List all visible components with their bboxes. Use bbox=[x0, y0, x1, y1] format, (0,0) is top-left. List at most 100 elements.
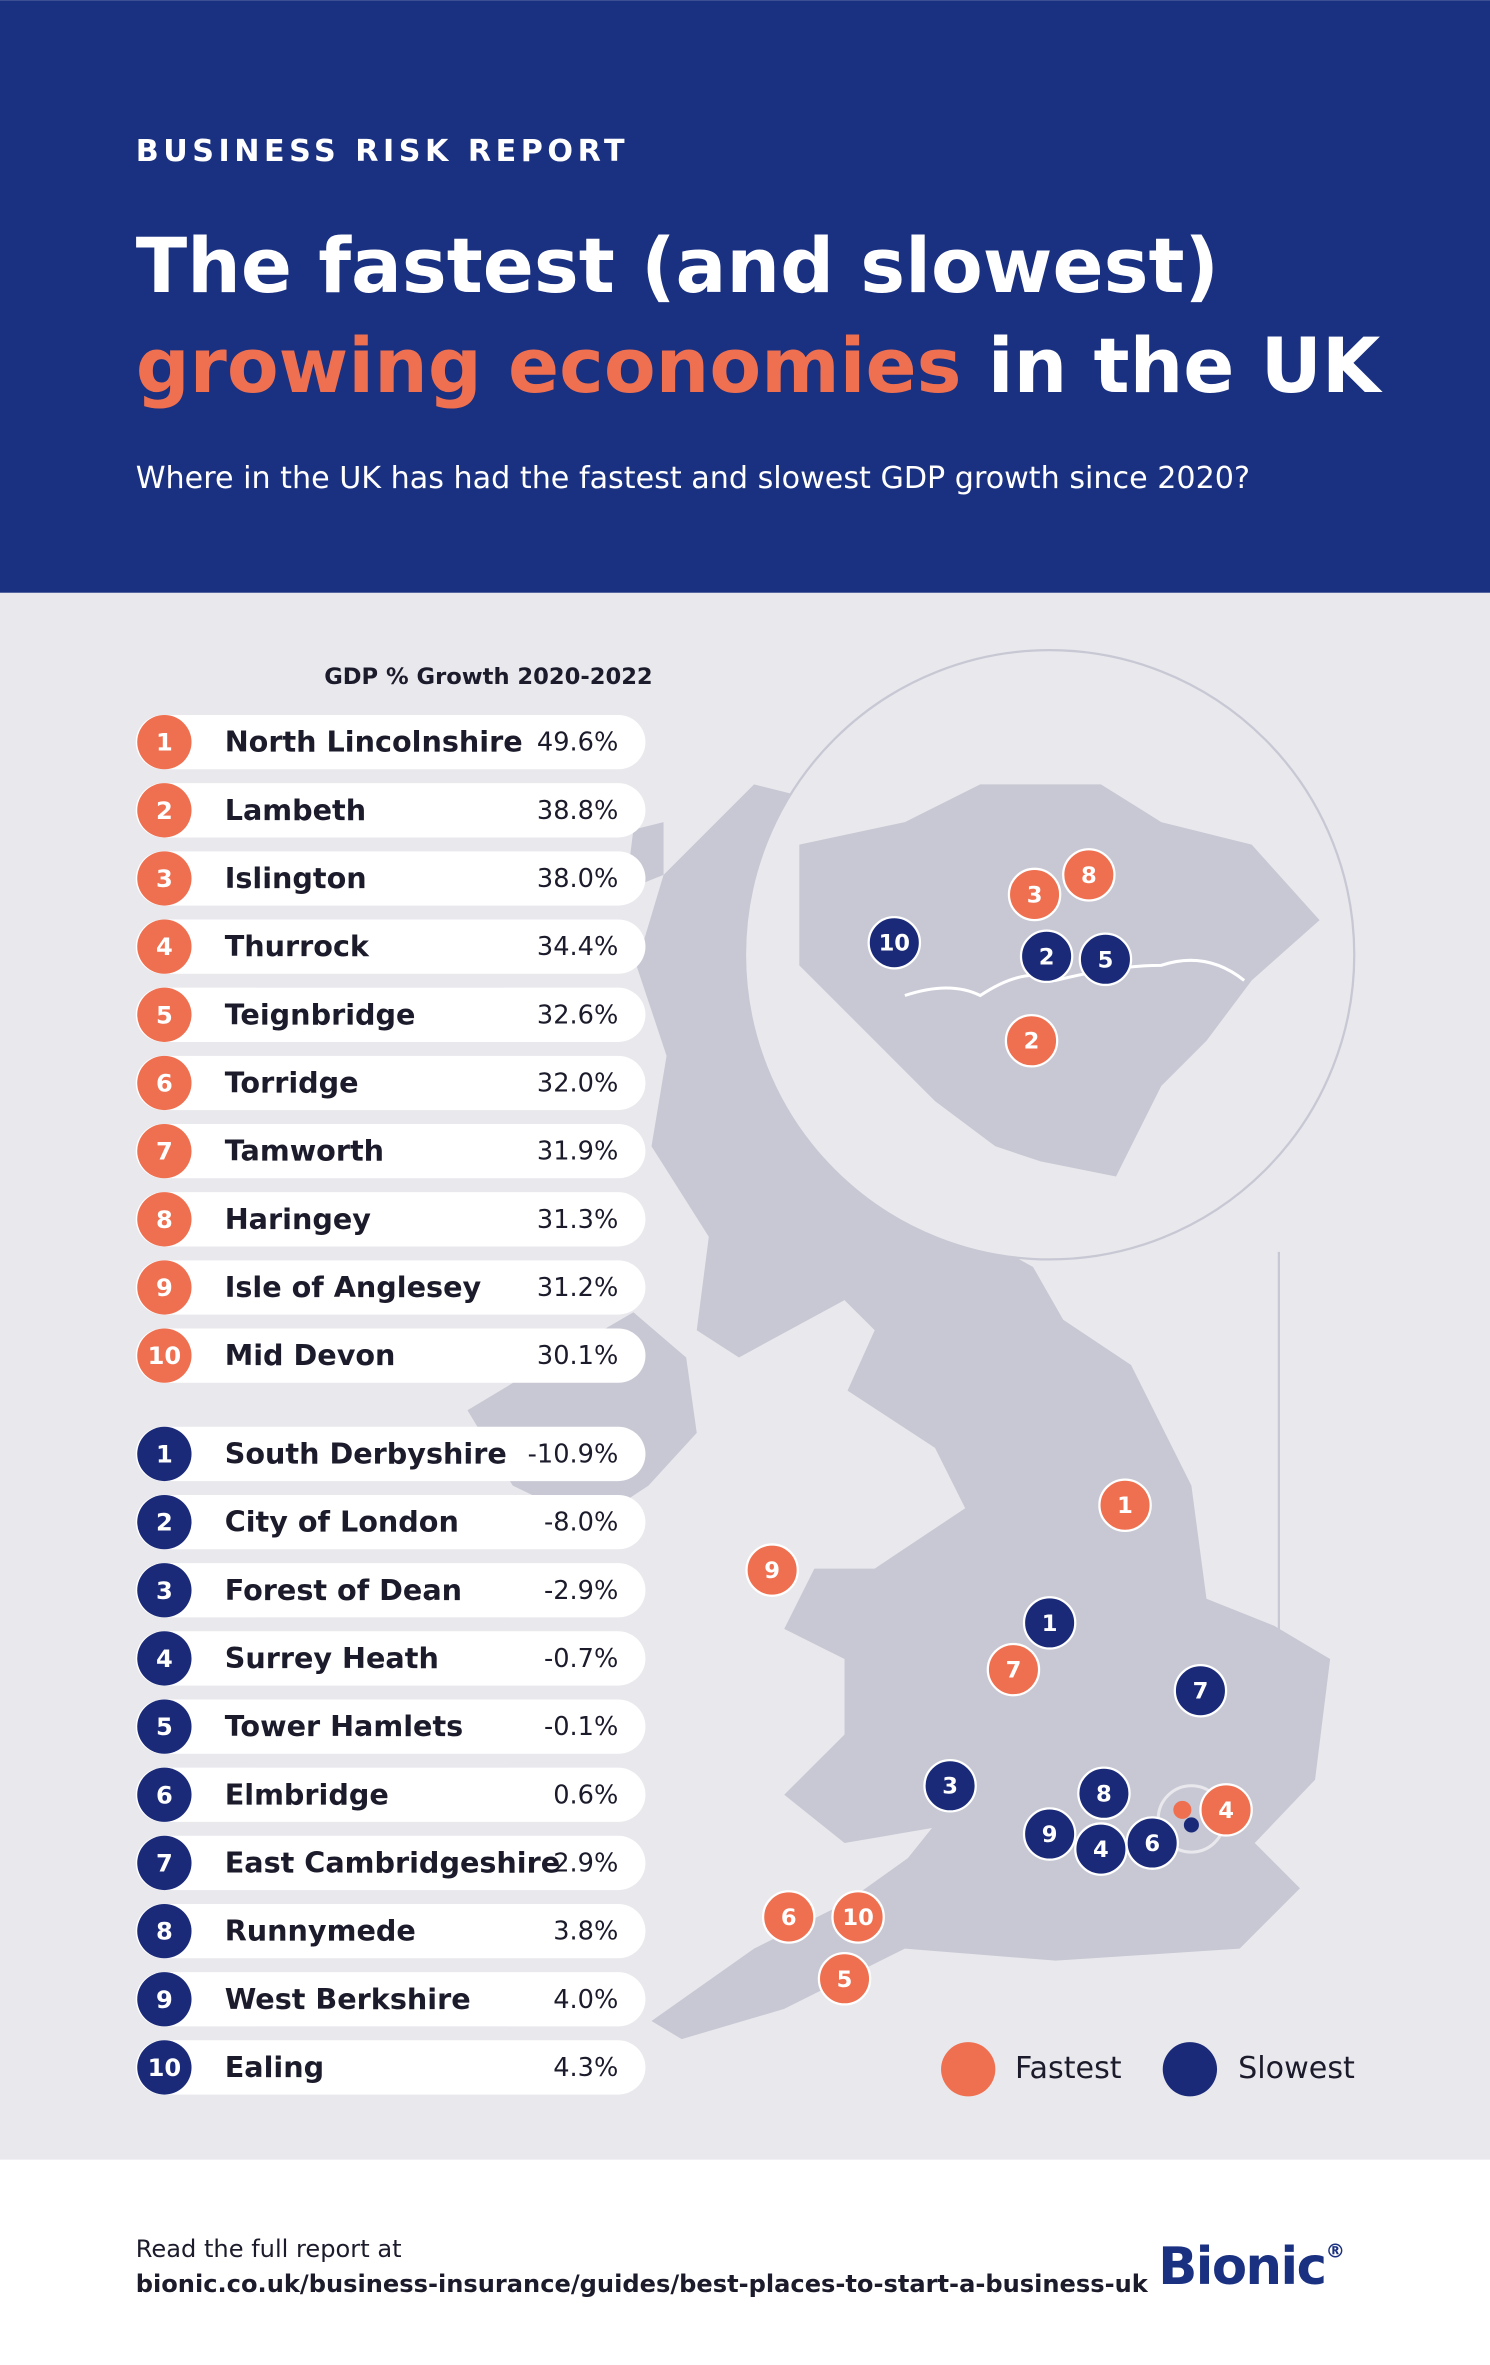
rank-badge bbox=[137, 851, 192, 906]
london-dot bbox=[1183, 1817, 1199, 1833]
rank-number: 8 bbox=[156, 1918, 173, 1946]
map-marker bbox=[1007, 867, 1062, 922]
footer-lead: Read the full report at bbox=[136, 2235, 402, 2263]
logo-text: Bionic bbox=[1158, 2237, 1325, 2297]
footer-url[interactable]: bionic.co.uk/business-insurance/guides/b… bbox=[136, 2270, 1149, 2298]
legend: Fastest Slowest bbox=[941, 2042, 1355, 2097]
row-name: Isle of Anglesey bbox=[225, 1270, 482, 1304]
map-marker-label: 4 bbox=[1093, 1837, 1109, 1863]
row-value: 0.6% bbox=[553, 1780, 618, 1810]
row-value: 32.6% bbox=[537, 1000, 618, 1030]
map-marker bbox=[1022, 1596, 1077, 1650]
rank-badge bbox=[137, 1426, 192, 1482]
map-marker-label: 9 bbox=[764, 1558, 780, 1584]
row-pill bbox=[135, 1426, 646, 1482]
row-pill bbox=[135, 1260, 646, 1315]
map-marker-label: 8 bbox=[1096, 1781, 1112, 1807]
map-marker bbox=[1098, 1478, 1152, 1533]
rank-number: 5 bbox=[156, 1713, 173, 1741]
rank-badge bbox=[137, 783, 192, 838]
rank-number: 4 bbox=[156, 1645, 173, 1673]
logo-mark: ® bbox=[1325, 2239, 1343, 2262]
footer-band bbox=[0, 2159, 1490, 2365]
row-value: -0.7% bbox=[544, 1644, 618, 1674]
legend-swatch bbox=[941, 2042, 996, 2097]
row-name: Teignbridge bbox=[225, 997, 416, 1031]
london-dot bbox=[1173, 1800, 1192, 1819]
rank-badge bbox=[137, 1123, 192, 1179]
row-pill bbox=[135, 1494, 646, 1550]
rank-number: 2 bbox=[156, 1509, 173, 1537]
row-pill bbox=[135, 1123, 646, 1179]
rank-badge bbox=[137, 1903, 192, 1959]
rank-number: 7 bbox=[156, 1138, 173, 1166]
rank-number: 6 bbox=[156, 1069, 173, 1097]
row-pill bbox=[135, 2040, 646, 2095]
row-pill bbox=[135, 1563, 646, 1618]
rank-badge bbox=[137, 1699, 192, 1754]
map-marker-label: 5 bbox=[1098, 947, 1114, 973]
map-marker bbox=[1022, 1807, 1077, 1861]
kicker: BUSINESS RISK REPORT bbox=[136, 134, 629, 169]
map-marker-label: 2 bbox=[1039, 944, 1055, 970]
rank-badge bbox=[137, 1835, 192, 1891]
map-marker bbox=[867, 915, 922, 970]
rank-number: 4 bbox=[156, 933, 173, 961]
map-marker bbox=[1199, 1783, 1253, 1837]
rank-number: 2 bbox=[156, 797, 173, 825]
rank-number: 10 bbox=[148, 1342, 182, 1370]
row-value: 38.8% bbox=[537, 796, 618, 826]
map-marker bbox=[831, 1890, 885, 1944]
map-marker bbox=[1173, 1663, 1228, 1718]
rank-number: 5 bbox=[156, 1001, 173, 1029]
row-pill bbox=[135, 1903, 646, 1959]
row-name: City of London bbox=[225, 1505, 459, 1539]
map-marker bbox=[761, 1890, 816, 1944]
map-marker-label: 3 bbox=[1027, 882, 1043, 908]
legend-label: Fastest bbox=[1015, 2051, 1122, 2086]
map-marker bbox=[817, 1952, 872, 2006]
row-value: -10.9% bbox=[528, 1439, 619, 1469]
row-pill bbox=[135, 919, 646, 974]
legend-swatch bbox=[1162, 2042, 1218, 2097]
rank-number: 3 bbox=[156, 1577, 173, 1605]
row-pill bbox=[135, 1631, 646, 1686]
rank-badge bbox=[137, 987, 192, 1042]
row-name: West Berkshire bbox=[225, 1982, 471, 2016]
rank-number: 10 bbox=[148, 2054, 182, 2082]
row-value: -8.0% bbox=[544, 1508, 618, 1538]
rank-badge bbox=[137, 1055, 192, 1111]
map-marker bbox=[745, 1543, 799, 1597]
row-value: 49.6% bbox=[537, 728, 618, 758]
rank-number: 8 bbox=[156, 1206, 173, 1234]
title-highlight: growing economies bbox=[136, 322, 962, 410]
map-marker-label: 4 bbox=[1218, 1798, 1234, 1824]
map-marker-label: 2 bbox=[1024, 1029, 1040, 1055]
map-marker-label: 3 bbox=[942, 1774, 958, 1800]
rank-badge bbox=[137, 1631, 192, 1686]
row-value: 38.0% bbox=[537, 864, 618, 894]
map-marker bbox=[1125, 1816, 1179, 1870]
row-pill bbox=[135, 1328, 646, 1383]
map-marker bbox=[923, 1758, 977, 1813]
map-marker bbox=[1077, 1766, 1131, 1821]
row-value: 2.9% bbox=[553, 1848, 618, 1878]
row-name: Ealing bbox=[225, 2050, 324, 2084]
row-value: 32.0% bbox=[537, 1068, 618, 1098]
subtitle: Where in the UK has had the fastest and … bbox=[136, 461, 1250, 496]
rank-badge bbox=[137, 1328, 192, 1383]
rank-number: 9 bbox=[156, 1274, 173, 1302]
row-value: 31.2% bbox=[537, 1273, 618, 1303]
row-pill bbox=[135, 1835, 646, 1891]
title-rest: in the UK bbox=[962, 322, 1383, 410]
map-marker bbox=[1019, 929, 1074, 984]
rank-number: 3 bbox=[156, 865, 173, 893]
row-pill bbox=[135, 783, 646, 838]
header-band bbox=[0, 0, 1490, 593]
row-value: 4.0% bbox=[553, 1985, 618, 2015]
row-name: Forest of Dean bbox=[225, 1573, 462, 1607]
map-marker-label: 10 bbox=[842, 1905, 873, 1931]
rank-badge bbox=[137, 1767, 192, 1822]
